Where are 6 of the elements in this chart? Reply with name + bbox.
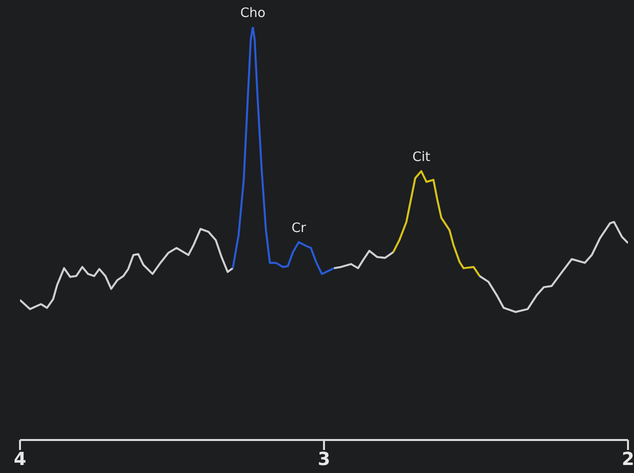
annotation: Cit bbox=[412, 150, 430, 166]
annotation: Cr bbox=[292, 221, 307, 236]
annotation: Cho bbox=[240, 6, 266, 21]
x-tick-label: 2 bbox=[622, 448, 634, 470]
x-tick-label: 4 bbox=[14, 448, 26, 470]
x-tick-label: 3 bbox=[318, 448, 330, 470]
